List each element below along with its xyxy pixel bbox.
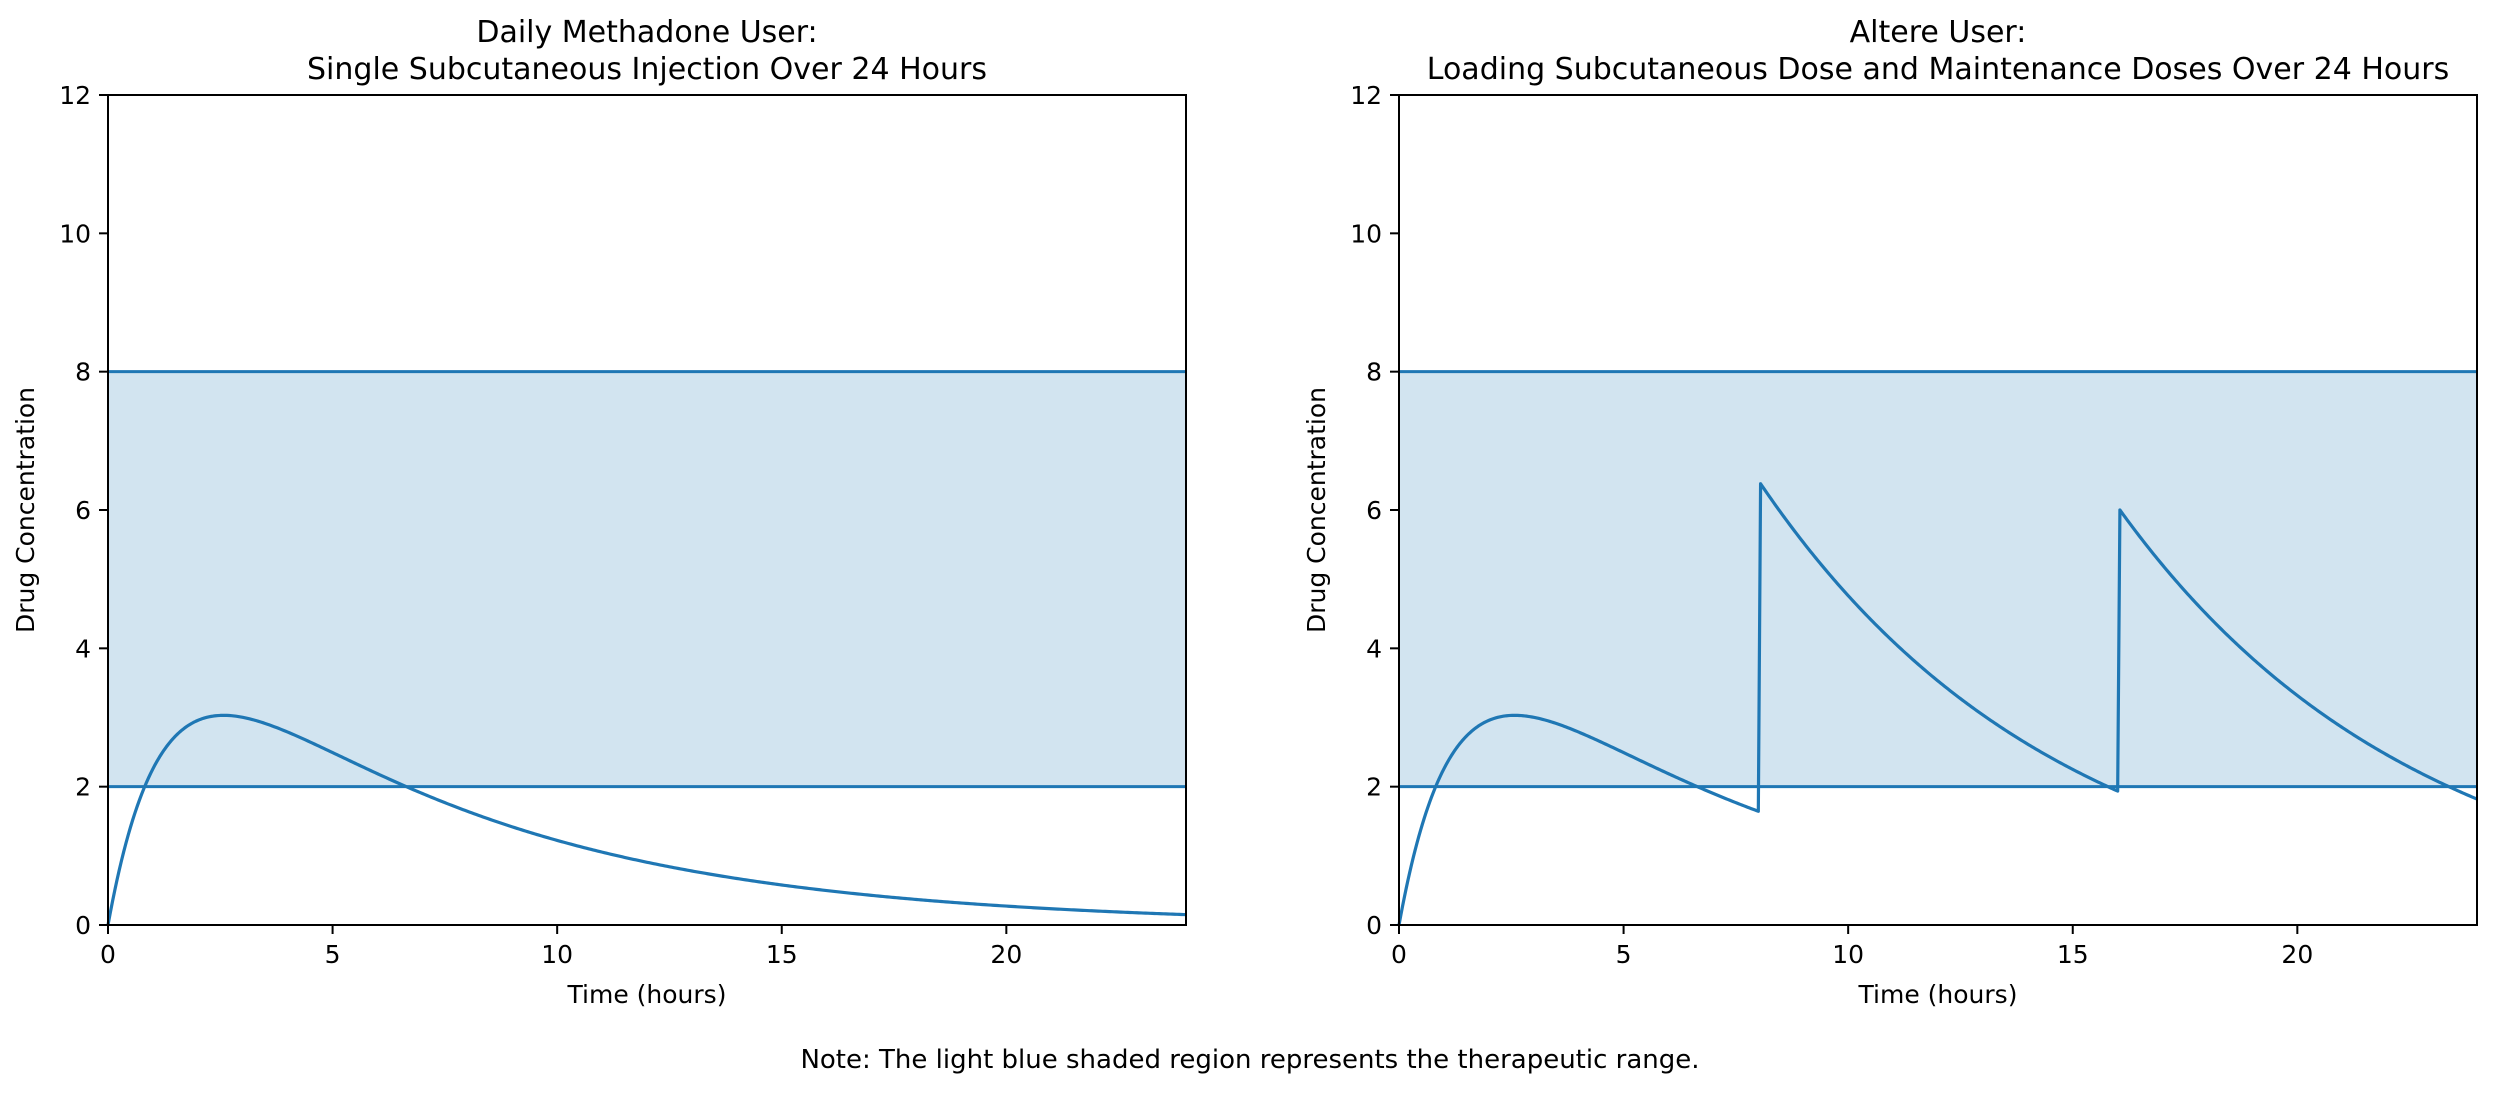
x-tick-label: 5 <box>325 940 341 969</box>
x-tick-label: 10 <box>1832 940 1864 969</box>
y-tick-label: 8 <box>75 358 91 387</box>
x-tick-label: 0 <box>100 940 116 969</box>
series-line-1 <box>1397 482 2478 926</box>
y-tick-label: 4 <box>1366 634 1382 663</box>
therapeutic-range-band <box>1399 371 2477 787</box>
chart-panel-2: 0 5 10 15 20 0 2 4 6 8 10 12 Time (hours) Drug Concen… <box>1302 15 2478 1009</box>
therapeutic-range-band <box>108 371 1186 787</box>
chart-title-line-1: Altere User: <box>1850 15 2027 50</box>
figure-note: Note: The light blue shaded region repre… <box>800 1045 1700 1075</box>
y-tick-label: 0 <box>75 911 91 940</box>
y-axis-label: Drug Concentration <box>1302 387 1331 633</box>
x-tick-label: 15 <box>2057 940 2089 969</box>
x-tick-label: 5 <box>1616 940 1632 969</box>
y-axis-label: Drug Concentration <box>11 387 40 633</box>
x-tick-label: 0 <box>1391 940 1407 969</box>
series-line-1 <box>106 713 1187 926</box>
chart-panel-1: 0 5 10 15 20 0 2 4 6 8 10 12 Time (hours) Drug Concen… <box>11 15 1187 1009</box>
chart-title-line-1: Daily Methadone User: <box>476 15 817 50</box>
y-tick-label: 6 <box>75 496 91 525</box>
y-tick-label: 4 <box>75 634 91 663</box>
y-tick-label: 6 <box>1366 496 1382 525</box>
x-axis-label: Time (hours) <box>1858 980 2018 1009</box>
x-tick-label: 15 <box>766 940 798 969</box>
x-tick-label: 10 <box>541 940 573 969</box>
chart-title-line-2: Loading Subcutaneous Dose and Maintenanc… <box>1427 52 2449 87</box>
y-tick-label: 2 <box>75 773 91 802</box>
y-tick-label: 10 <box>1350 219 1382 248</box>
y-tick-label: 12 <box>1350 81 1382 110</box>
y-tick-label: 0 <box>1366 911 1382 940</box>
y-tick-label: 10 <box>59 219 91 248</box>
x-tick-label: 20 <box>2281 940 2313 969</box>
x-axis-label: Time (hours) <box>567 980 727 1009</box>
x-tick-label: 20 <box>990 940 1022 969</box>
y-tick-label: 12 <box>59 81 91 110</box>
y-tick-label: 2 <box>1366 773 1382 802</box>
chart-title-line-2: Single Subcutaneous Injection Over 24 Ho… <box>307 52 987 87</box>
y-tick-label: 8 <box>1366 358 1382 387</box>
